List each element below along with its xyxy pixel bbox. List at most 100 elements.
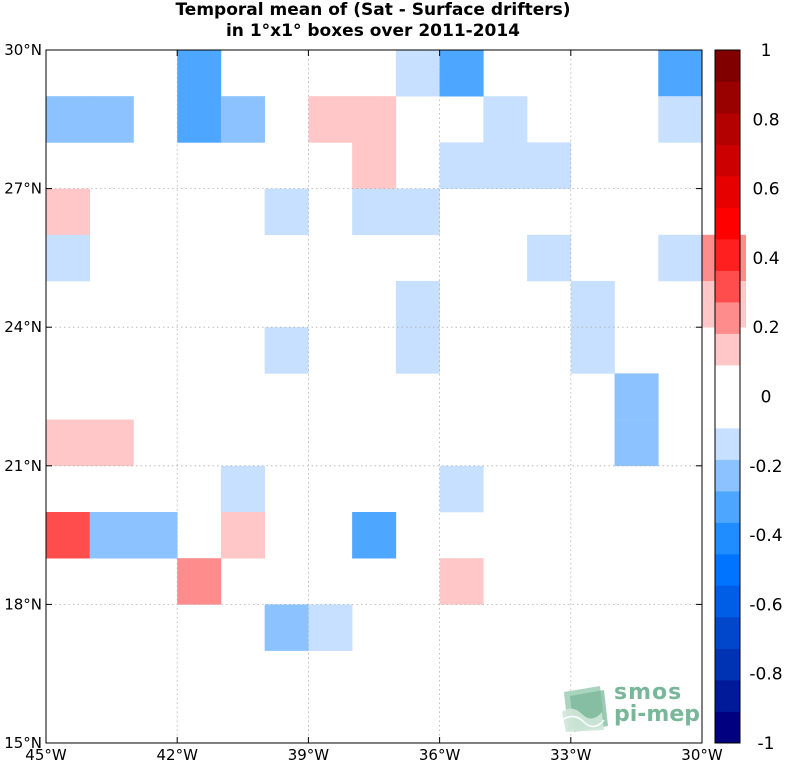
colorbar-swatch-15: [715, 239, 740, 271]
heatmap-cell-11: [658, 96, 703, 143]
chart-title-line2: in 1°x1° boxes over 2011-2014: [225, 21, 521, 41]
heatmap-cell-43: [264, 604, 309, 651]
chart-title: Temporal mean of (Sat - Surface drifters…: [0, 0, 746, 42]
colorbar-swatch-1: [715, 680, 740, 712]
heatmap-cell-37: [89, 512, 134, 559]
colorbar-swatch-3: [715, 617, 740, 649]
heatmap-cell-27: [264, 327, 309, 374]
colorbar-tick-label-7: -0.4: [749, 526, 782, 546]
colorbar-swatch-4: [715, 585, 740, 618]
heatmap-cell-19: [395, 188, 440, 236]
colorbar-frame: [714, 49, 741, 744]
heatmap-cell-18: [352, 188, 397, 236]
heatmap-cell-22: [658, 234, 703, 282]
heatmap-cell-5: [89, 96, 134, 143]
chart-title-line1: Temporal mean of (Sat - Surface drifters…: [175, 0, 571, 20]
x-tick-label-2: 39°W: [288, 746, 330, 763]
heatmap-cell-29: [570, 327, 615, 374]
y-tick-label-3: 21°N: [4, 457, 42, 475]
colorbar-swatch-12: [715, 333, 740, 366]
heatmap-cell-10: [483, 96, 528, 143]
heatmap-cell-34: [220, 465, 265, 513]
colorbar-ticks: 1 0.8 0.6 0.4 0.2 0 -0.2 -0.4 -0.6 -0.8 -1: [749, 41, 782, 754]
colorbar-swatch-7: [715, 491, 740, 523]
colorbar-swatch-9: [715, 428, 740, 460]
heatmap-cell-39: [220, 512, 265, 559]
heatmap-cell-30: [614, 373, 659, 420]
heatmap-cell-40: [352, 512, 397, 559]
heatmap-cell-6: [177, 96, 222, 143]
heatmap-cell-2: [439, 50, 484, 97]
heatmap-cell-3: [658, 50, 703, 97]
logo-text-smos: smos: [614, 680, 683, 705]
heatmap-cell-16: [46, 188, 91, 236]
colorbar-tick-label-10: -1: [758, 734, 775, 754]
colorbar-swatch-2: [715, 648, 740, 681]
colorbar-swatch-6: [715, 522, 740, 555]
y-tick-label-2: 24°N: [4, 318, 42, 336]
colorbar-tick-label-5: 0: [761, 388, 772, 408]
heatmap-cell-28: [395, 327, 440, 374]
y-tick-label-0: 30°N: [4, 41, 42, 59]
colorbar-tick-label-6: -0.2: [749, 457, 782, 477]
heatmap-cell-14: [483, 142, 528, 189]
heatmap-cell-8: [308, 96, 353, 143]
colorbar: [714, 49, 741, 744]
colorbar-swatch-8: [715, 459, 740, 492]
heatmap-cell-38: [133, 512, 178, 559]
heatmap-cell-36: [46, 512, 91, 559]
heatmap-cell-41: [177, 558, 222, 605]
colorbar-swatch-10: [715, 396, 740, 429]
x-tick-label-4: 33°W: [550, 746, 592, 763]
plot-frame: [45, 49, 703, 744]
colorbar-swatch-18: [715, 144, 740, 177]
heatmap-cell-1: [395, 50, 440, 97]
x-tick-label-3: 36°W: [419, 746, 461, 763]
colorbar-swatch-17: [715, 176, 740, 208]
colorbar-tick-label-0: 1: [761, 41, 772, 61]
heatmap-cell-33: [614, 419, 659, 467]
colorbar-tick-label-8: -0.6: [749, 595, 782, 615]
y-tick-label-1: 27°N: [4, 180, 42, 198]
heatmap-cell-9: [352, 96, 397, 143]
heatmap-cell-7: [220, 96, 265, 143]
colorbar-tick-label-3: 0.4: [752, 249, 779, 269]
heatmap-cell-13: [439, 142, 484, 189]
heatmap-cell-20: [46, 234, 91, 282]
heatmap-cell-25: [570, 281, 615, 328]
colorbar-tick-label-1: 0.8: [752, 110, 779, 130]
heatmap-cell-21: [527, 234, 572, 282]
heatmap-cell-35: [439, 465, 484, 513]
colorbar-tick-label-2: 0.6: [752, 180, 779, 200]
y-axis: 30°N 27°N 24°N 21°N 18°N 15°N: [4, 41, 702, 752]
logo-text-pimep: pi-mep: [614, 702, 701, 727]
heatmap-cell-42: [439, 558, 484, 605]
heatmap-cell-15: [527, 142, 572, 189]
x-tick-label-0: 45°W: [25, 746, 67, 763]
colorbar-swatch-20: [715, 81, 740, 114]
y-tick-label-5: 15°N: [4, 734, 42, 752]
heatmap-cell-17: [264, 188, 309, 236]
colorbar-swatch-11: [715, 365, 740, 397]
colorbar-swatch-21: [715, 50, 740, 82]
colorbar-swatch-19: [715, 113, 740, 145]
x-tick-label-1: 42°W: [156, 746, 198, 763]
heatmap-cell-12: [352, 142, 397, 189]
heatmap-cell-0: [177, 50, 222, 97]
colorbar-tick-label-4: 0.2: [752, 318, 779, 338]
colorbar-swatch-5: [715, 554, 740, 586]
x-axis: 45°W 42°W 39°W 36°W 33°W 30°W: [25, 50, 723, 763]
heatmap-cells: [46, 50, 747, 651]
heatmap-cell-31: [46, 419, 91, 467]
colorbar-swatch-16: [715, 207, 740, 240]
heatmap-cell-32: [89, 419, 134, 467]
smos-pi-mep-logo: smos pi-mep: [560, 680, 700, 738]
logo-wave-icon: [561, 686, 608, 732]
heatmap-cell-44: [308, 604, 353, 651]
heatmap-cell-24: [395, 281, 440, 328]
heatmap-cell-4: [46, 96, 91, 143]
y-tick-label-4: 18°N: [4, 595, 42, 613]
x-tick-label-5: 30°W: [681, 746, 723, 763]
colorbar-swatch-13: [715, 302, 740, 334]
